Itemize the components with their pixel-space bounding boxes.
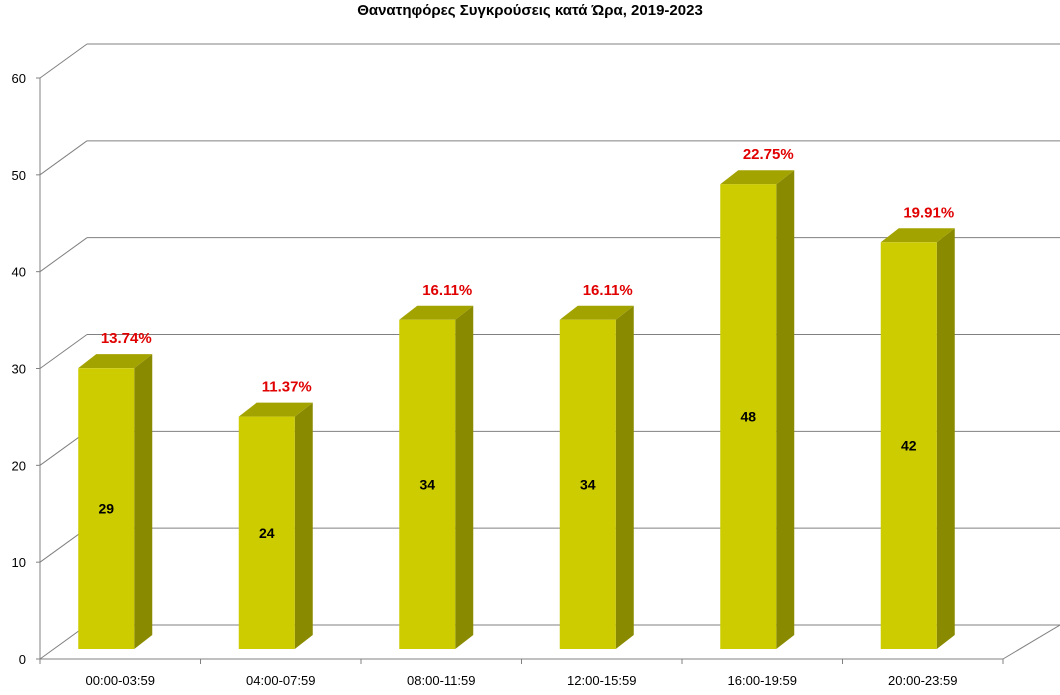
bar-side bbox=[294, 402, 313, 649]
percent-label: 16.11% bbox=[422, 282, 472, 299]
chart-title: Θανατηφόρες Συγκρούσεις κατά Ώρα, 2019-2… bbox=[357, 2, 703, 19]
bar bbox=[399, 319, 456, 649]
bar-top bbox=[238, 402, 313, 417]
bar-top bbox=[880, 228, 955, 243]
percent-label: 22.75% bbox=[743, 146, 794, 163]
labels: 29 13.74% 00:00-03:59 24 11.37% 04:00-07:59 34… bbox=[86, 146, 958, 688]
floor-edge bbox=[1002, 624, 1060, 660]
bar-top bbox=[78, 354, 153, 369]
value-label: 34 bbox=[419, 476, 435, 492]
x-tick-label: 00:00-03:59 bbox=[86, 673, 155, 688]
bar-top bbox=[399, 305, 474, 320]
percent-label: 13.74% bbox=[101, 330, 152, 347]
bar bbox=[880, 242, 937, 650]
bar-side bbox=[615, 305, 634, 649]
y-tick-label: 10 bbox=[12, 555, 26, 570]
percent-label: 19.91% bbox=[903, 204, 954, 221]
x-tick-label: 20:00-23:59 bbox=[888, 673, 957, 688]
gridline-diagonal bbox=[39, 140, 88, 176]
bars bbox=[78, 170, 955, 650]
y-tick-label: 20 bbox=[12, 458, 26, 473]
bar-side bbox=[936, 228, 955, 650]
value-label: 48 bbox=[740, 409, 756, 425]
bar bbox=[238, 416, 295, 649]
x-tick-label: 12:00-15:59 bbox=[567, 673, 636, 688]
y-tick-label: 30 bbox=[12, 362, 26, 377]
x-tick-label: 16:00-19:59 bbox=[728, 673, 797, 688]
y-tick-label: 0 bbox=[19, 652, 26, 667]
bar-side bbox=[776, 170, 795, 649]
x-tick-label: 04:00-07:59 bbox=[246, 673, 315, 688]
bar bbox=[559, 319, 616, 649]
bar-top bbox=[559, 305, 634, 320]
value-label: 24 bbox=[259, 525, 275, 541]
percent-label: 16.11% bbox=[583, 282, 633, 299]
value-label: 42 bbox=[901, 438, 917, 454]
y-tick-label: 60 bbox=[12, 71, 26, 86]
y-tick-label: 40 bbox=[12, 265, 26, 280]
bar-side bbox=[134, 354, 153, 649]
bar-top bbox=[720, 170, 795, 185]
gridline-diagonal bbox=[39, 334, 88, 369]
gridline-diagonal bbox=[39, 43, 88, 79]
axes: 0 10 20 30 40 50 60 bbox=[12, 71, 1060, 667]
y-tick-label: 50 bbox=[12, 168, 26, 183]
value-label: 34 bbox=[580, 476, 596, 492]
gridline-diagonal bbox=[39, 237, 88, 273]
bar bbox=[720, 184, 777, 649]
percent-label: 11.37% bbox=[262, 379, 312, 396]
x-tick-label: 08:00-11:59 bbox=[407, 673, 475, 688]
value-label: 29 bbox=[98, 501, 114, 517]
bar bbox=[78, 368, 135, 649]
bar-side bbox=[455, 305, 474, 649]
